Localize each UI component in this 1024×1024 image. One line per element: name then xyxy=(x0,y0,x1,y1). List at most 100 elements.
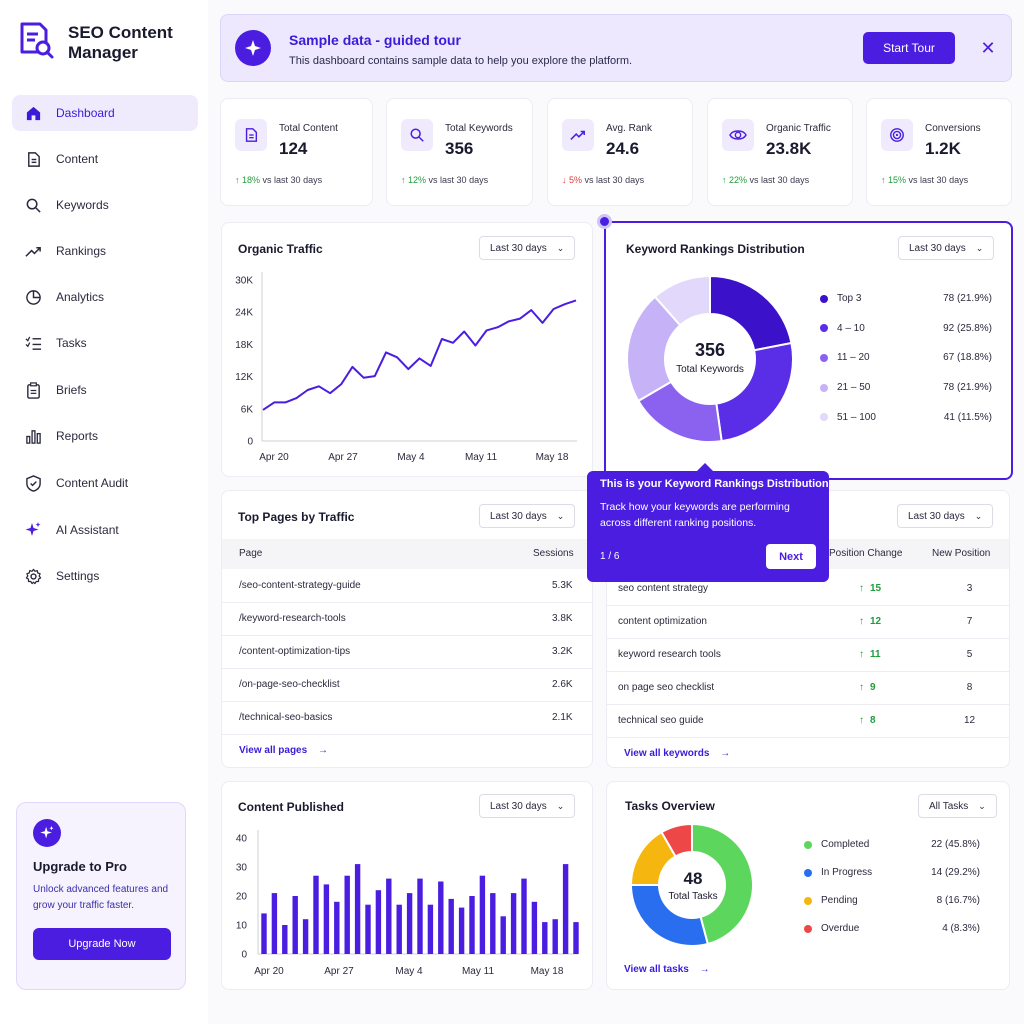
bar-chart-icon xyxy=(24,427,42,445)
bar xyxy=(521,878,527,954)
view-all-keywords-link[interactable]: View all keywords → xyxy=(624,748,730,759)
table-row[interactable]: /on-page-seo-checklist 2.6K xyxy=(222,669,592,702)
tooltip-title: This is your Keyword Rankings Distributi… xyxy=(600,478,829,490)
table-row[interactable]: on page seo checklist ↑ 9 8 xyxy=(607,672,1009,705)
change-value: 9 xyxy=(870,682,876,693)
bar xyxy=(386,878,392,954)
legend-value: 78 (21.9%) xyxy=(943,382,992,394)
tasks-slice xyxy=(629,884,710,947)
y-tick-label: 10 xyxy=(236,921,248,932)
rankings-donut-chart xyxy=(626,274,794,443)
legend-value: 92 (25.8%) xyxy=(943,322,992,334)
legend-swatch xyxy=(804,868,812,877)
y-tick-label: 6K xyxy=(241,404,254,415)
arrow-up-icon: ↑ xyxy=(722,175,727,185)
sidebar-item-analytics[interactable]: Analytics xyxy=(12,279,198,315)
arrow-up-icon: ↑ xyxy=(401,175,406,185)
table-row[interactable]: technical seo guide ↑ 8 12 xyxy=(607,705,1009,738)
legend-label: 11 – 20 xyxy=(837,352,870,364)
sidebar-item-content-audit[interactable]: Content Audit xyxy=(12,465,198,501)
stat-value: 1.2K xyxy=(925,139,961,158)
y-tick-label: 0 xyxy=(241,950,247,961)
x-tick-label: May 11 xyxy=(465,452,497,463)
sidebar-item-keywords[interactable]: Keywords xyxy=(12,187,198,223)
banner-title: Sample data - guided tour xyxy=(289,32,461,48)
legend-item: Pending 8 (16.7%) xyxy=(804,895,980,906)
column-header: Position Change xyxy=(829,548,903,559)
sidebar-item-content[interactable]: Content xyxy=(12,141,198,177)
stat-label: Total Content xyxy=(279,123,338,134)
table-row[interactable]: /technical-seo-basics 2.1K xyxy=(222,702,592,735)
page-path: /content-optimization-tips xyxy=(239,646,351,657)
table-row[interactable]: seo content strategy ↑ 15 3 xyxy=(607,573,1009,606)
change-suffix: vs last 30 days xyxy=(584,175,645,185)
table-row[interactable]: /seo-content-strategy-guide 5.3K xyxy=(222,570,592,603)
table-row[interactable]: keyword research tools ↑ 11 5 xyxy=(607,639,1009,672)
y-tick-label: 18K xyxy=(235,340,253,351)
sidebar-item-settings[interactable]: Settings xyxy=(12,558,198,594)
x-tick-label: Apr 20 xyxy=(254,966,284,977)
date-range-dropdown[interactable]: Last 30 days ⌄ xyxy=(479,504,576,528)
arrow-up-icon: ↑ xyxy=(859,616,864,627)
table-row[interactable]: /content-optimization-tips 3.2K xyxy=(222,636,592,669)
y-tick-label: 20 xyxy=(236,892,248,903)
stat-card-avg-rank: Avg. Rank 24.6 ↓ 5% vs last 30 days xyxy=(547,98,693,206)
arrow-right-icon: → xyxy=(699,964,710,975)
view-all-tasks-link[interactable]: View all tasks → xyxy=(624,964,710,975)
sidebar-item-ai-assistant[interactable]: AI Assistant xyxy=(12,512,198,548)
sidebar-item-tasks[interactable]: Tasks xyxy=(12,325,198,361)
legend-swatch xyxy=(820,324,828,333)
start-tour-button[interactable]: Start Tour xyxy=(863,32,955,64)
table-row[interactable]: content optimization ↑ 12 7 xyxy=(607,606,1009,639)
bar xyxy=(323,884,330,954)
date-range-dropdown[interactable]: Last 30 days ⌄ xyxy=(898,236,995,260)
logo-icon xyxy=(16,20,56,65)
sidebar-item-label: Keywords xyxy=(56,198,109,212)
chevron-down-icon: ⌄ xyxy=(975,242,984,253)
sidebar-item-label: Briefs xyxy=(56,383,87,397)
sidebar-item-rankings[interactable]: Rankings xyxy=(12,233,198,269)
arrow-up-icon: ↑ xyxy=(859,649,864,660)
trend-icon xyxy=(562,119,594,151)
next-button[interactable]: Next xyxy=(766,544,816,569)
position-change: ↑ 9 xyxy=(859,682,876,693)
stat-change: ↑ 15% vs last 30 days xyxy=(881,175,968,185)
legend-value: 8 (16.7%) xyxy=(936,895,980,906)
tour-hotspot[interactable] xyxy=(597,214,612,229)
keyword-name: keyword research tools xyxy=(618,649,721,660)
table-row[interactable]: /keyword-research-tools 3.8K xyxy=(222,603,592,636)
view-all-pages-link[interactable]: View all pages → xyxy=(239,745,328,756)
tasks-filter-dropdown[interactable]: All Tasks ⌄ xyxy=(918,794,997,818)
stat-change: ↑ 22% vs last 30 days xyxy=(722,175,809,185)
bar xyxy=(313,875,319,954)
bar xyxy=(562,864,569,954)
date-range-dropdown[interactable]: Last 30 days ⌄ xyxy=(897,504,994,528)
upgrade-now-button[interactable]: Upgrade Now xyxy=(33,928,171,960)
date-range-dropdown[interactable]: Last 30 days ⌄ xyxy=(479,794,576,818)
x-tick-label: May 11 xyxy=(462,966,494,977)
keyword-name: on page seo checklist xyxy=(618,682,715,693)
sparkle-icon xyxy=(24,521,42,539)
sparkle-icon xyxy=(235,30,271,66)
app-logo[interactable]: SEO Content Manager xyxy=(16,20,188,65)
stat-card-total-keywords: Total Keywords 356 ↑ 12% vs last 30 days xyxy=(386,98,533,206)
traffic-series-line xyxy=(262,299,577,411)
legend-item: Completed 22 (45.8%) xyxy=(804,839,980,850)
home-icon xyxy=(24,104,42,122)
legend-swatch xyxy=(820,294,828,303)
position-change: ↑ 11 xyxy=(859,649,881,660)
bar xyxy=(354,864,361,954)
close-icon[interactable]: ✕ xyxy=(980,38,996,58)
stat-label: Organic Traffic xyxy=(766,123,831,134)
change-percent: 5% xyxy=(569,175,583,185)
bar xyxy=(282,925,288,954)
sidebar-item-briefs[interactable]: Briefs xyxy=(12,372,198,408)
stat-label: Avg. Rank xyxy=(606,123,652,134)
search-icon xyxy=(401,119,433,151)
keyword-name: content optimization xyxy=(618,616,707,627)
sidebar-item-dashboard[interactable]: Dashboard xyxy=(12,95,198,131)
sessions-value: 3.2K xyxy=(552,646,573,657)
sidebar-item-reports[interactable]: Reports xyxy=(12,418,198,454)
arrow-up-icon: ↑ xyxy=(235,175,240,185)
date-range-dropdown[interactable]: Last 30 days ⌄ xyxy=(479,236,576,260)
